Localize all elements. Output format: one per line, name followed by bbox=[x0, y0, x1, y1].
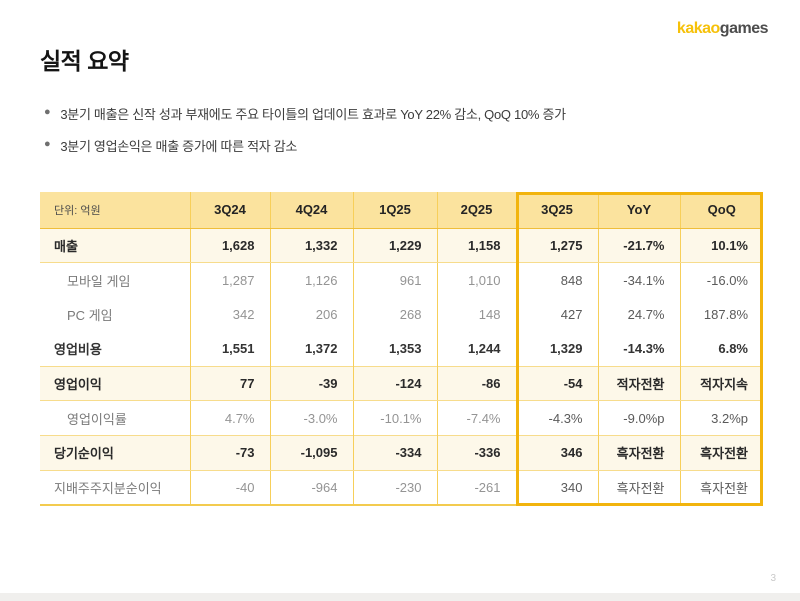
cell: -73 bbox=[189, 435, 270, 471]
row-label: 영업비용 bbox=[40, 331, 190, 367]
cell: 흑자전환 bbox=[679, 435, 763, 471]
column-header: 4Q24 bbox=[269, 192, 353, 229]
table-row: 영업이익률 4.7% -3.0% -10.1% -7.4% -4.3% -9.0%p 3.2%… bbox=[40, 400, 763, 436]
cell: 427 bbox=[515, 297, 598, 332]
cell: -1,095 bbox=[269, 435, 353, 471]
cell: -334 bbox=[352, 435, 437, 471]
cell: 3.2%p bbox=[679, 400, 763, 436]
cell: -34.1% bbox=[597, 262, 680, 298]
cell: 1,010 bbox=[436, 262, 516, 298]
logo-games-text: games bbox=[719, 20, 769, 37]
cell: -14.3% bbox=[597, 331, 680, 367]
row-label: 당기순이익 bbox=[40, 435, 190, 471]
cell: -54 bbox=[515, 365, 598, 402]
cell: 961 bbox=[352, 262, 437, 298]
cell: -40 bbox=[189, 470, 270, 506]
cell: 1,229 bbox=[352, 227, 437, 264]
cell: 1,329 bbox=[515, 331, 598, 367]
bullet-text: 3분기 매출은 신작 성과 부재에도 주요 타이틀의 업데이트 효과로 YoY … bbox=[60, 107, 566, 122]
cell: 흑자전환 bbox=[597, 435, 680, 471]
summary-bullets: ● 3분기 매출은 신작 성과 부재에도 주요 타이틀의 업데이트 효과로 Yo… bbox=[44, 104, 566, 168]
logo-kakao-text: kakao bbox=[676, 20, 720, 37]
bullet-item: ● 3분기 영업손익은 매출 증가에 따른 적자 감소 bbox=[44, 136, 566, 155]
table-row: 지배주주지분순이익 -40 -964 -230 -261 340 흑자전환 흑자전환 bbox=[40, 470, 763, 506]
cell: -9.0%p bbox=[597, 400, 680, 436]
column-header: 2Q25 bbox=[436, 192, 516, 229]
cell: 24.7% bbox=[597, 297, 680, 332]
column-header: QoQ bbox=[679, 192, 763, 229]
cell: -7.4% bbox=[436, 400, 516, 436]
cell: 848 bbox=[515, 262, 598, 298]
cell: -336 bbox=[436, 435, 516, 471]
cell: -261 bbox=[436, 470, 516, 506]
table-row: 영업이익 77 -39 -124 -86 -54 적자전환 적자지속 bbox=[40, 365, 763, 402]
financial-summary-table-wrap: 단위: 억원 3Q24 4Q24 1Q25 2Q25 3Q25 YoY QoQ 매출 1,628… bbox=[40, 192, 763, 506]
cell: 268 bbox=[352, 297, 437, 332]
cell: -39 bbox=[269, 365, 353, 402]
cell: 적자전환 bbox=[597, 365, 680, 402]
cell: 342 bbox=[189, 297, 270, 332]
row-label: 영업이익 bbox=[40, 365, 190, 402]
cell: 1,628 bbox=[189, 227, 270, 264]
cell: 흑자전환 bbox=[597, 470, 680, 506]
cell: -964 bbox=[269, 470, 353, 506]
cell: 206 bbox=[269, 297, 353, 332]
column-header: 3Q24 bbox=[189, 192, 270, 229]
cell: -10.1% bbox=[352, 400, 437, 436]
cell: -230 bbox=[352, 470, 437, 506]
row-label: 모바일 게임 bbox=[40, 262, 190, 298]
cell: 6.8% bbox=[679, 331, 763, 367]
row-label: 영업이익률 bbox=[40, 400, 190, 436]
cell: 77 bbox=[189, 365, 270, 402]
cell: 1,244 bbox=[436, 331, 516, 367]
cell: -21.7% bbox=[597, 227, 680, 264]
column-header: 1Q25 bbox=[352, 192, 437, 229]
cell: 148 bbox=[436, 297, 516, 332]
page-title: 실적 요약 bbox=[40, 48, 129, 74]
column-header: YoY bbox=[597, 192, 680, 229]
table-row: 매출 1,628 1,332 1,229 1,158 1,275 -21.7% 10.1% bbox=[40, 227, 763, 264]
cell: -3.0% bbox=[269, 400, 353, 436]
bullet-item: ● 3분기 매출은 신작 성과 부재에도 주요 타이틀의 업데이트 효과로 Yo… bbox=[44, 104, 566, 123]
cell: 4.7% bbox=[189, 400, 270, 436]
bullet-text: 3분기 영업손익은 매출 증가에 따른 적자 감소 bbox=[60, 139, 298, 154]
cell: 1,287 bbox=[189, 262, 270, 298]
column-header: 3Q25 bbox=[515, 192, 598, 229]
kakao-games-logo: kakaogames bbox=[676, 20, 769, 38]
unit-label: 단위: 억원 bbox=[40, 192, 190, 229]
financial-summary-table: 단위: 억원 3Q24 4Q24 1Q25 2Q25 3Q25 YoY QoQ 매출 1,628… bbox=[40, 192, 763, 506]
cell: -16.0% bbox=[679, 262, 763, 298]
cell: 1,275 bbox=[515, 227, 598, 264]
cell: 187.8% bbox=[679, 297, 763, 332]
cell: 1,353 bbox=[352, 331, 437, 367]
table-row: 당기순이익 -73 -1,095 -334 -336 346 흑자전환 흑자전환 bbox=[40, 435, 763, 471]
cell: 1,551 bbox=[189, 331, 270, 367]
cell: -4.3% bbox=[515, 400, 598, 436]
cell: 340 bbox=[515, 470, 598, 506]
cell: 1,158 bbox=[436, 227, 516, 264]
cell: 1,332 bbox=[269, 227, 353, 264]
cell: 적자지속 bbox=[679, 365, 763, 402]
row-label: 매출 bbox=[40, 227, 190, 264]
row-label: PC 게임 bbox=[40, 297, 190, 332]
page-number: 3 bbox=[770, 573, 776, 584]
cell: -124 bbox=[352, 365, 437, 402]
table-row: 영업비용 1,551 1,372 1,353 1,244 1,329 -14.3% 6.8% bbox=[40, 331, 763, 367]
row-label: 지배주주지분순이익 bbox=[40, 470, 190, 506]
cell: -86 bbox=[436, 365, 516, 402]
cell: 1,126 bbox=[269, 262, 353, 298]
bottom-strip bbox=[0, 593, 800, 601]
cell: 346 bbox=[515, 435, 598, 471]
cell: 1,372 bbox=[269, 331, 353, 367]
table-row: 모바일 게임 1,287 1,126 961 1,010 848 -34.1% -16.0% bbox=[40, 262, 763, 298]
bullet-icon: ● bbox=[44, 106, 51, 118]
bullet-icon: ● bbox=[44, 138, 51, 150]
table-row: PC 게임 342 206 268 148 427 24.7% 187.8% bbox=[40, 297, 763, 332]
cell: 10.1% bbox=[679, 227, 763, 264]
cell: 흑자전환 bbox=[679, 470, 763, 506]
table-header-row: 단위: 억원 3Q24 4Q24 1Q25 2Q25 3Q25 YoY QoQ bbox=[40, 192, 763, 229]
